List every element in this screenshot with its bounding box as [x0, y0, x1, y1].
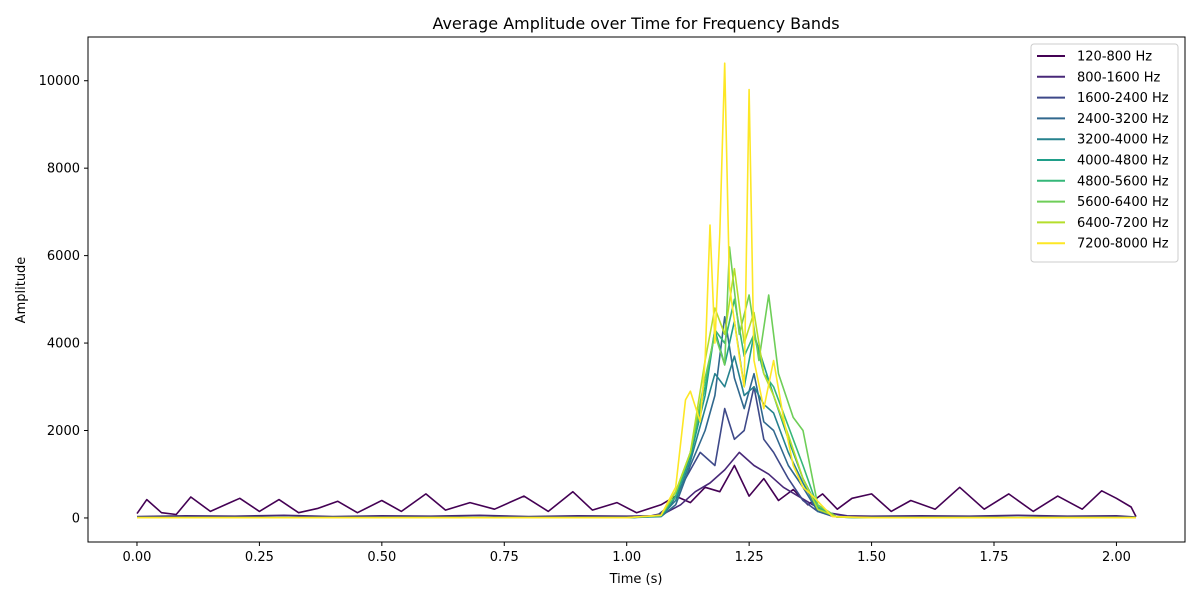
- y-axis: 0 2000 4000 6000 8000 10000: [39, 74, 88, 526]
- series-line-6: [137, 320, 1136, 519]
- y-tick-label: 10000: [39, 74, 80, 89]
- x-tick-label: 0.50: [367, 550, 396, 565]
- x-axis: 0.00 0.25 0.50 0.75 1.00 1.25 1.50 1.75 2.00: [122, 542, 1131, 565]
- y-tick-label: 0: [72, 511, 80, 526]
- series-line-7: [137, 298, 1136, 519]
- legend-label: 4800-5600 Hz: [1077, 174, 1169, 189]
- legend-label: 3200-4000 Hz: [1077, 133, 1169, 148]
- x-tick-label: 2.00: [1102, 550, 1131, 565]
- series-line-8: [137, 246, 1136, 519]
- x-tick-label: 0.75: [490, 550, 519, 565]
- legend-label: 7200-8000 Hz: [1077, 237, 1169, 252]
- plot-lines: [136, 62, 1137, 519]
- legend-label: 1600-2400 Hz: [1077, 91, 1169, 106]
- x-tick-label: 1.00: [612, 550, 641, 565]
- legend-box: [1030, 43, 1179, 263]
- x-tick-label: 1.50: [857, 550, 886, 565]
- series-line-2: [136, 451, 1137, 518]
- plot-frame: [87, 36, 1186, 543]
- x-tick-label: 1.75: [980, 550, 1009, 565]
- series-line-4: [137, 315, 1136, 519]
- legend-label: 800-1600 Hz: [1077, 70, 1160, 85]
- legend-label: 4000-4800 Hz: [1077, 154, 1169, 169]
- series-line-1: [136, 464, 1137, 517]
- legend-label: 2400-3200 Hz: [1077, 112, 1169, 127]
- legend-label: 6400-7200 Hz: [1077, 216, 1169, 231]
- x-tick-label: 0.25: [245, 550, 274, 565]
- legend-label: 120-800 Hz: [1077, 50, 1152, 65]
- x-axis-label: Time (s): [609, 572, 663, 587]
- y-tick-label: 4000: [47, 337, 80, 352]
- series-line-9: [137, 267, 1136, 519]
- series-line-3: [136, 385, 1136, 519]
- x-tick-label: 1.25: [735, 550, 764, 565]
- y-axis-label: Amplitude: [14, 257, 29, 324]
- legend-label: 5600-6400 Hz: [1077, 195, 1169, 210]
- series-line-10: [137, 62, 1136, 519]
- legend: 120-800 Hz 800-1600 Hz 1600-2400 Hz 2400-32…: [1030, 43, 1179, 263]
- y-tick-label: 6000: [47, 249, 80, 264]
- chart-title: Average Amplitude over Time for Frequenc…: [432, 14, 839, 33]
- y-tick-label: 8000: [47, 162, 80, 177]
- series-line-5: [137, 355, 1136, 519]
- y-tick-label: 2000: [47, 424, 80, 439]
- x-tick-label: 0.00: [122, 550, 151, 565]
